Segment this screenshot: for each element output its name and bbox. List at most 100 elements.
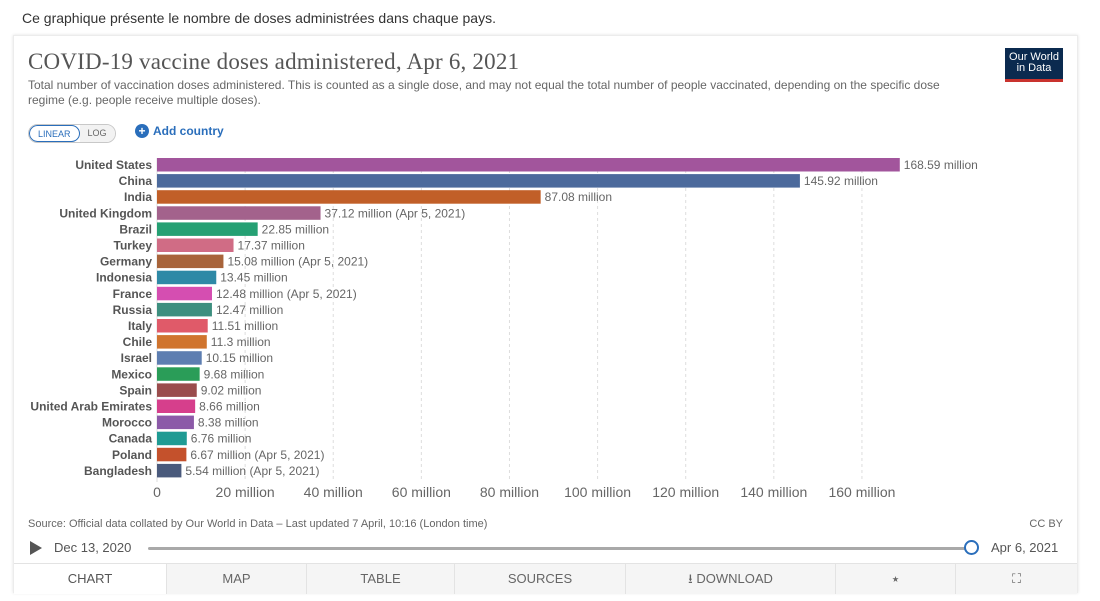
value-label: 6.76 million <box>191 432 252 446</box>
bar <box>157 302 212 317</box>
bar <box>157 158 900 172</box>
bar <box>157 286 212 301</box>
value-label: 17.37 million <box>238 239 305 253</box>
x-tick-label: 100 million <box>564 484 631 500</box>
tab-fullscreen[interactable]: ⛶ <box>956 564 1077 594</box>
value-label: 8.38 million <box>198 416 259 430</box>
tab-share[interactable]: ⭑ <box>836 564 956 594</box>
download-label: DOWNLOAD <box>696 571 773 586</box>
category-label: Russia <box>113 303 153 317</box>
value-label: 9.68 million <box>204 367 265 381</box>
value-label: 168.59 million <box>904 158 978 172</box>
bar-chart: 0 20 million 40 million 60 million 80 millio… <box>30 158 978 500</box>
timeline-start-label: Dec 13, 2020 <box>54 540 132 555</box>
category-label: Indonesia <box>96 271 152 285</box>
bar <box>157 254 224 269</box>
value-label: 22.85 million <box>262 222 329 236</box>
logo-line1: Our World <box>1009 51 1059 63</box>
category-label: India <box>124 190 152 204</box>
value-label: 145.92 million <box>804 174 878 188</box>
timeline-handle[interactable] <box>964 540 979 555</box>
bar <box>157 174 800 188</box>
value-label: 11.3 million <box>211 335 271 349</box>
fullscreen-icon: ⛶ <box>1011 571 1022 586</box>
tab-download[interactable]: ⭳ DOWNLOAD <box>626 564 836 594</box>
bar <box>157 238 234 252</box>
category-label: Poland <box>112 448 152 462</box>
category-label: Turkey <box>114 239 153 253</box>
value-label: 5.54 million (Apr 5, 2021) <box>185 464 319 478</box>
category-label: Israel <box>121 351 152 365</box>
tab-chart[interactable]: CHART <box>14 564 167 594</box>
value-label: 15.08 million (Apr 5, 2021) <box>227 255 368 269</box>
chart-card: COVID-19 vaccine doses administered, Apr… <box>13 35 1078 594</box>
category-label: France <box>113 287 153 301</box>
x-tick-label: 80 million <box>480 484 539 500</box>
category-label: Spain <box>119 383 152 397</box>
add-country-button[interactable]: + Add country <box>135 124 224 138</box>
bar <box>157 367 200 381</box>
bar <box>157 335 207 349</box>
timeline: Dec 13, 2020 Apr 6, 2021 <box>28 539 1064 557</box>
x-tick-label: 140 million <box>740 484 807 500</box>
add-country-label: Add country <box>153 124 224 138</box>
bar <box>157 319 208 333</box>
tab-bar: CHART MAP TABLE SOURCES ⭳ DOWNLOAD ⭑ ⛶ <box>14 563 1077 594</box>
x-tick-label: 60 million <box>392 484 451 500</box>
category-label: United Kingdom <box>59 206 152 220</box>
tab-table[interactable]: TABLE <box>307 564 455 594</box>
bar <box>157 383 197 397</box>
x-tick-label: 160 million <box>828 484 895 500</box>
value-label: 37.12 million (Apr 5, 2021) <box>325 206 466 220</box>
chart-title: COVID-19 vaccine doses administered, Apr… <box>28 49 520 74</box>
value-label: 12.47 million <box>216 303 283 317</box>
chart-subtitle: Total number of vaccination doses admini… <box>28 78 940 107</box>
bar <box>157 351 202 365</box>
bar <box>157 463 182 478</box>
source-note: Source: Official data collated by Our Wo… <box>28 518 488 530</box>
license-label[interactable]: CC BY <box>1029 518 1063 530</box>
category-label: Bangladesh <box>84 464 152 478</box>
log-scale-button[interactable]: LOG <box>79 125 115 142</box>
x-tick-label: 120 million <box>652 484 719 500</box>
owid-logo[interactable]: Our World in Data <box>1005 48 1063 82</box>
category-label: Morocco <box>102 416 152 430</box>
tab-sources[interactable]: SOURCES <box>455 564 626 594</box>
bar <box>157 206 321 220</box>
bar <box>157 222 258 236</box>
value-label: 12.48 million (Apr 5, 2021) <box>216 287 357 301</box>
bar <box>157 431 187 446</box>
category-label: Mexico <box>111 367 152 381</box>
bar <box>157 399 196 413</box>
category-label: Germany <box>100 255 152 269</box>
share-icon: ⭑ <box>891 571 900 586</box>
timeline-end-label: Apr 6, 2021 <box>991 540 1059 555</box>
category-label: Chile <box>123 335 153 349</box>
x-tick-label: 40 million <box>304 484 363 500</box>
plus-circle-icon: + <box>135 124 149 138</box>
play-icon[interactable] <box>30 541 42 555</box>
value-label: 87.08 million <box>545 190 612 204</box>
value-label: 6.67 million (Apr 5, 2021) <box>190 448 324 462</box>
logo-line2: in Data <box>1016 62 1052 74</box>
bar <box>157 270 217 285</box>
scale-toggle: LINEAR LOG <box>28 124 116 143</box>
x-tick-label: 20 million <box>216 484 275 500</box>
category-label: United Arab Emirates <box>30 400 152 414</box>
category-label: China <box>119 174 153 188</box>
value-label: 10.15 million <box>206 351 273 365</box>
value-label: 13.45 million <box>220 271 287 285</box>
intro-text: Ce graphique présente le nombre de doses… <box>22 10 496 26</box>
x-tick-label: 0 <box>153 484 161 500</box>
value-label: 8.66 million <box>199 400 260 414</box>
download-icon: ⭳ <box>688 571 693 586</box>
value-label: 11.51 million <box>212 319 278 333</box>
value-label: 9.02 million <box>201 383 262 397</box>
timeline-track[interactable] <box>148 547 971 550</box>
category-label: United States <box>75 158 152 172</box>
bar <box>157 190 541 204</box>
linear-scale-button[interactable]: LINEAR <box>29 125 80 142</box>
category-label: Brazil <box>119 222 152 236</box>
tab-map[interactable]: MAP <box>167 564 307 594</box>
bar <box>157 415 194 430</box>
